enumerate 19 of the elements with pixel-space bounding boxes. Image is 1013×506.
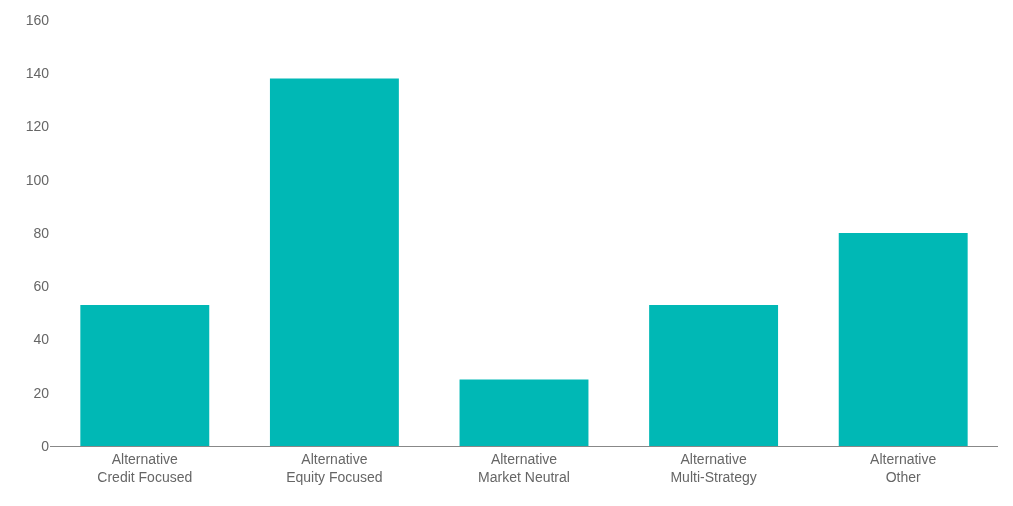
bar	[269, 78, 399, 446]
y-tick-label: 120	[25, 118, 50, 135]
x-tick-label: Alternative Market Neutral	[478, 450, 570, 485]
x-tick-label: Alternative Multi-Strategy	[670, 450, 757, 485]
y-tick-label: 40	[33, 331, 50, 348]
bar	[838, 233, 968, 446]
bar	[459, 379, 589, 446]
y-tick-label: 100	[25, 171, 50, 188]
y-tick-label: 140	[25, 65, 50, 82]
y-tick-label: 60	[33, 278, 50, 295]
bar	[649, 304, 779, 446]
x-tick-label: Alternative Equity Focused	[286, 450, 383, 485]
y-tick-label: 0	[41, 437, 50, 454]
bar	[80, 304, 210, 446]
y-tick-label: 20	[33, 384, 50, 401]
x-tick-label: Alternative Other	[870, 450, 937, 485]
y-tick-label: 160	[25, 11, 50, 28]
y-tick-label: 80	[33, 224, 50, 241]
x-tick-label: Alternative Credit Focused	[97, 450, 193, 485]
